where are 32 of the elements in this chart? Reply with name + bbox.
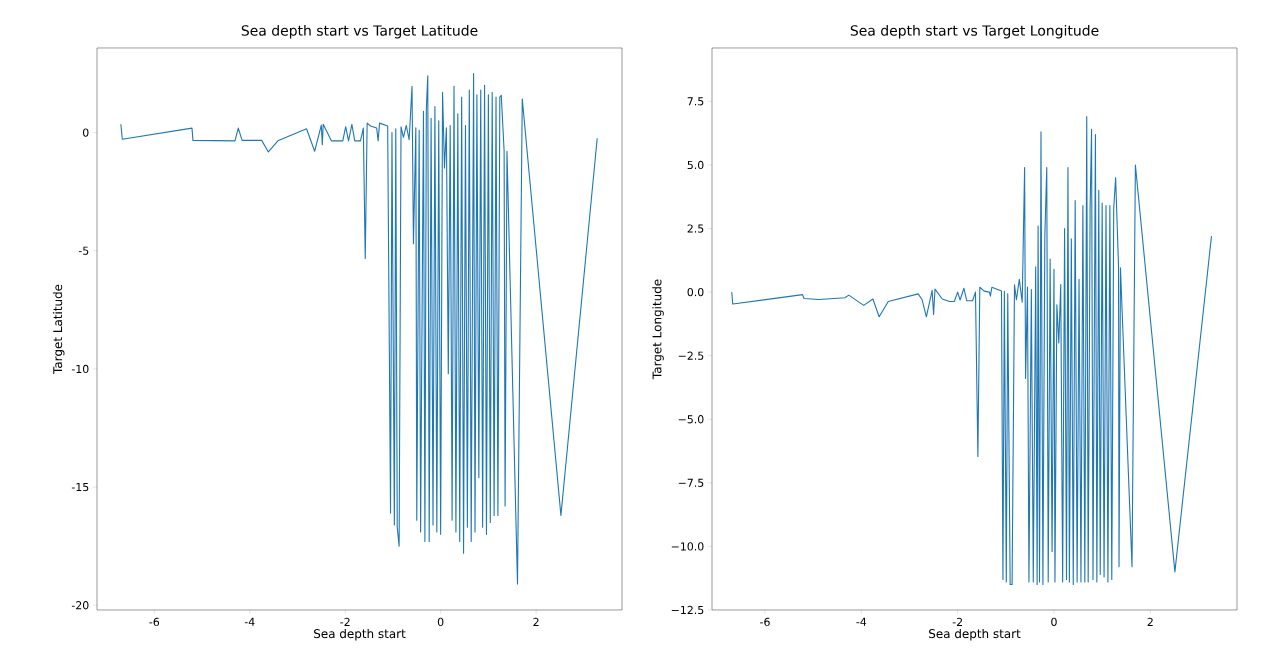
y-tick-label: 7.5: [687, 97, 704, 106]
chart-title: Sea depth start vs Target Latitude: [241, 24, 478, 39]
chart-title: Sea depth start vs Target Longitude: [850, 24, 1099, 39]
x-tick-label: -2: [952, 617, 963, 626]
y-tick-label: −7.5: [678, 478, 704, 487]
y-axis-title: Target Longitude: [652, 279, 664, 380]
x-axis-title: Sea depth start: [314, 628, 406, 641]
y-tick-label: -5: [78, 246, 89, 255]
x-tick-label: 2: [533, 617, 539, 626]
y-tick-label: −12.5: [671, 605, 704, 615]
y-tick-label: 2.5: [687, 224, 704, 233]
y-tick-label: -15: [71, 483, 89, 492]
x-tick-label: -4: [856, 617, 867, 626]
x-tick-label: -6: [149, 617, 160, 627]
y-axis-title: Target Latitude: [52, 284, 65, 375]
x-tick-label: 0: [437, 617, 444, 627]
x-tick-label: -4: [244, 617, 255, 626]
x-axis-title: Sea depth start: [929, 628, 1021, 641]
y-tick-label: −2.5: [678, 351, 704, 360]
y-tick-label: 0.0: [687, 287, 704, 297]
line-series: [731, 116, 1213, 586]
x-tick-label: 0: [1051, 617, 1057, 627]
line-series: [120, 72, 598, 585]
y-tick-label: 5.0: [687, 160, 704, 170]
y-tick-label: 0: [82, 128, 89, 137]
x-tick-label: 2: [1147, 617, 1153, 626]
y-tick-label: −5.0: [678, 415, 704, 424]
y-tick-label: -20: [71, 601, 89, 610]
x-tick-label: -2: [340, 617, 350, 626]
y-tick-label: −10.0: [671, 542, 704, 551]
x-tick-label: -6: [760, 617, 770, 627]
y-tick-label: -10: [71, 364, 89, 374]
